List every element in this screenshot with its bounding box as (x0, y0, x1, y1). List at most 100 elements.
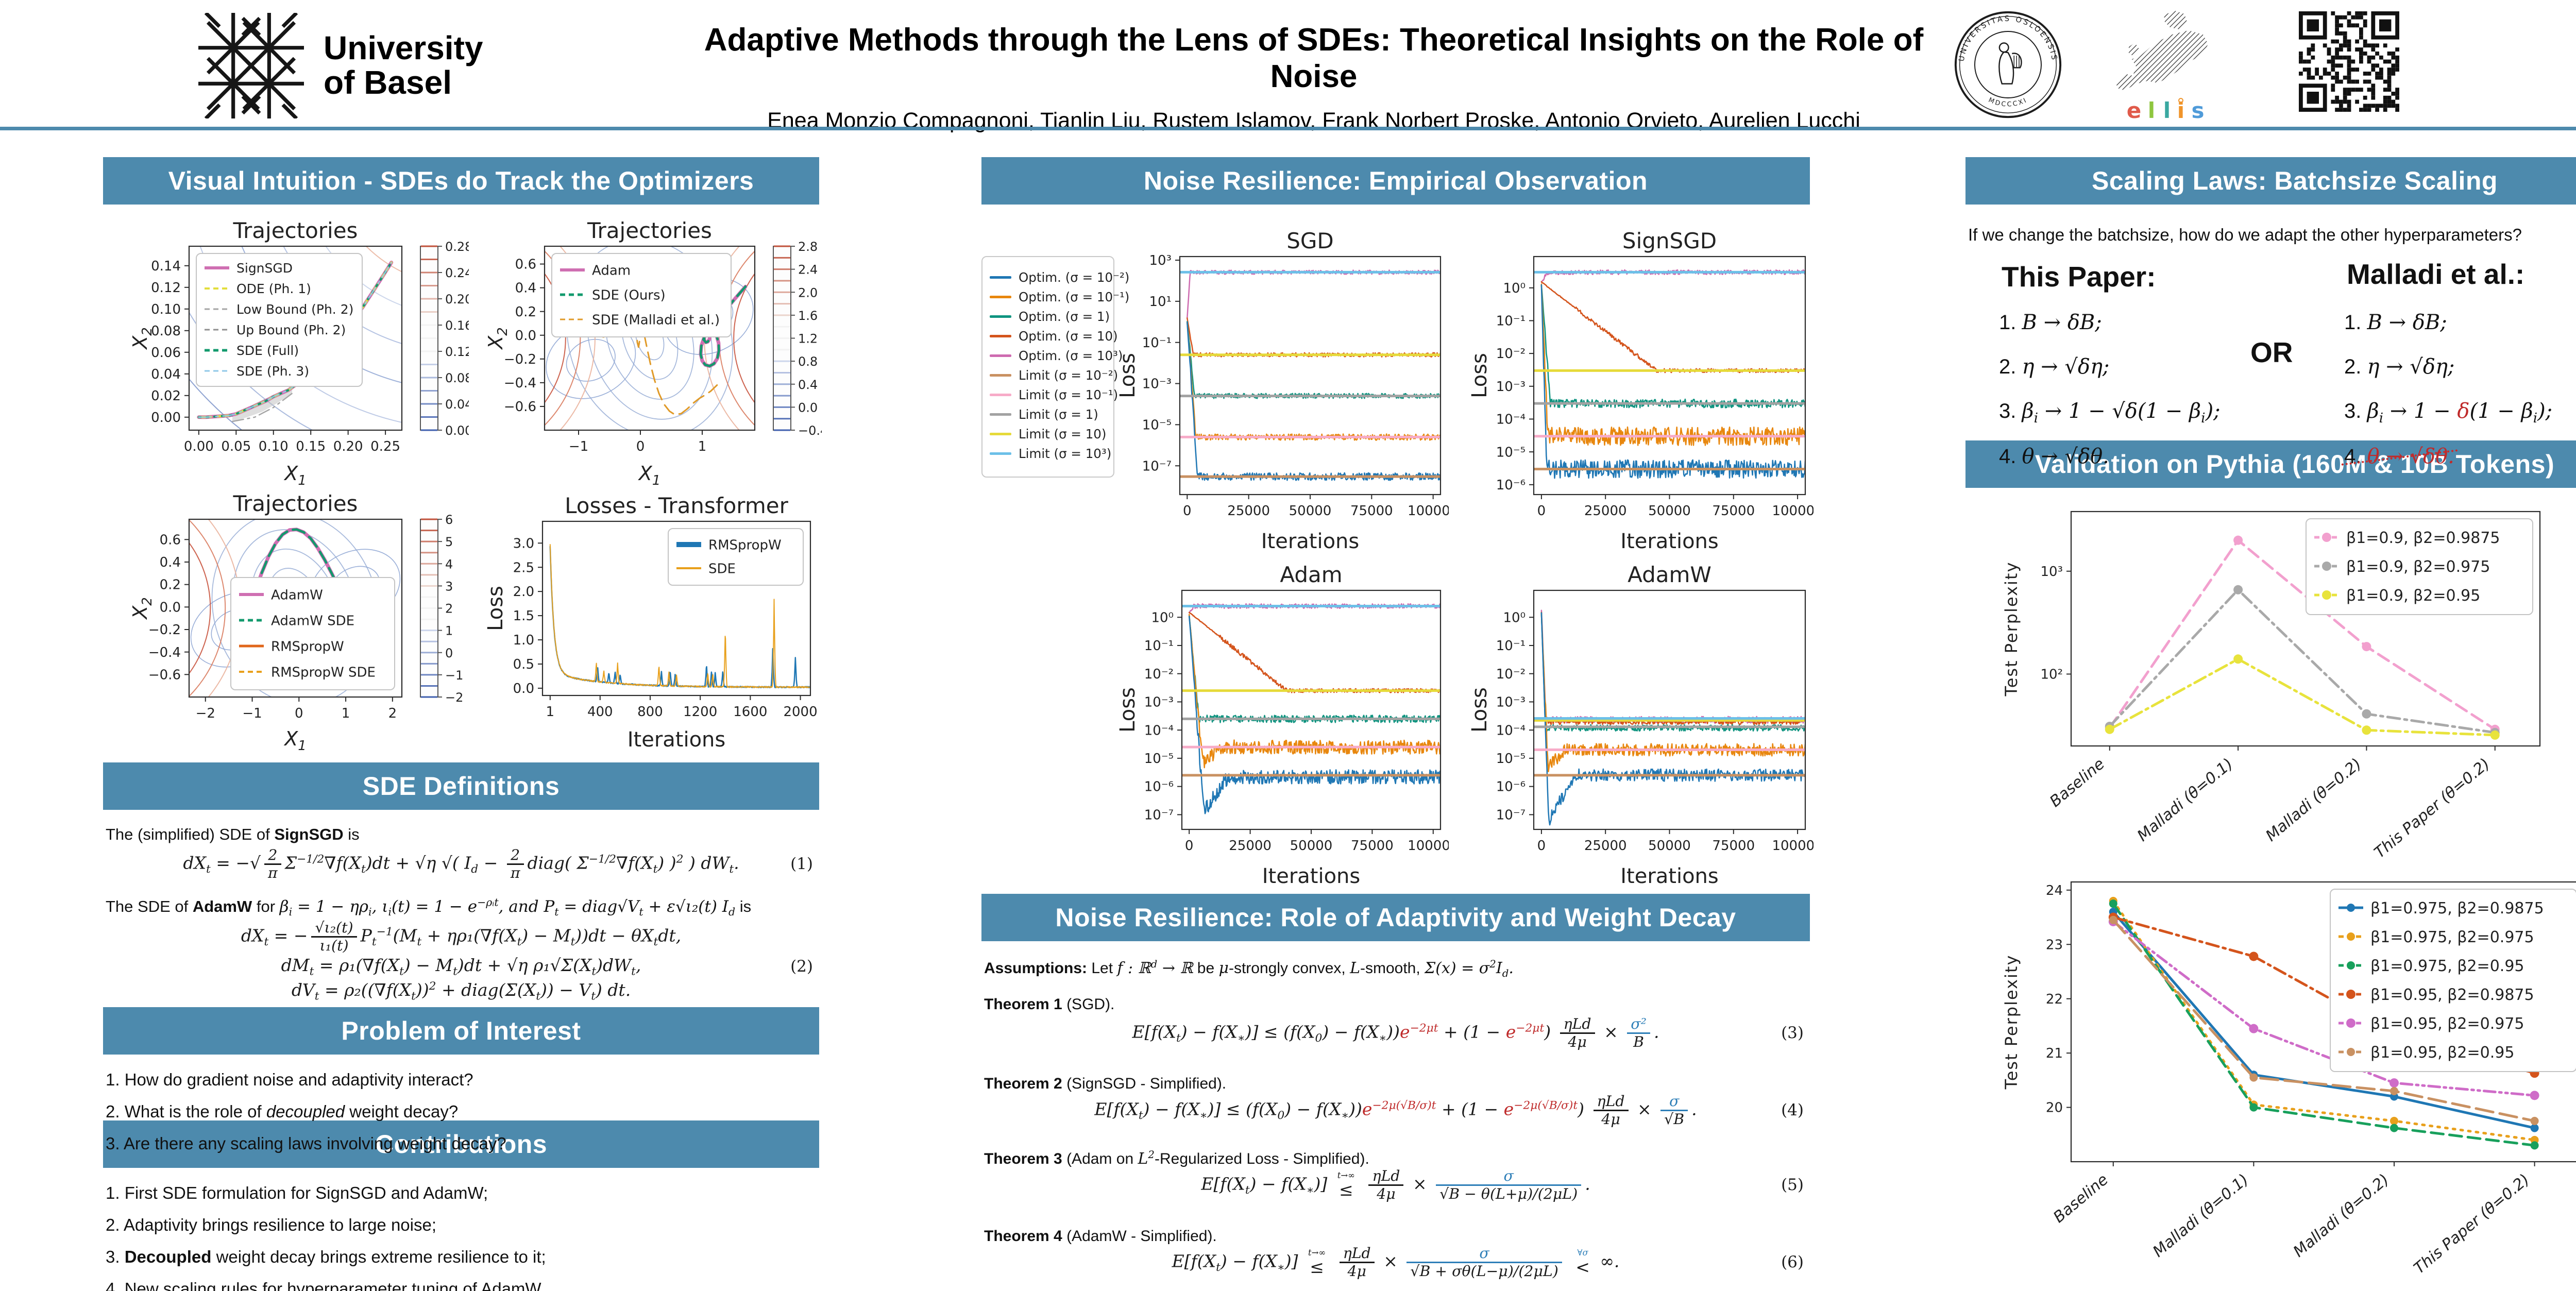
svg-text:−0.4: −0.4 (798, 423, 822, 438)
svg-text:10²: 10² (2040, 667, 2063, 683)
svg-text:100000: 100000 (1772, 838, 1814, 854)
section-sde-definitions: SDE Definitions (103, 762, 819, 810)
svg-text:−0.2: −0.2 (148, 622, 181, 638)
svg-text:0.16: 0.16 (445, 318, 469, 333)
svg-text:Adam: Adam (1280, 562, 1342, 587)
list-item: 2. What is the role of decoupled weight … (106, 1101, 459, 1121)
legend-item: Limit (σ = 10⁻²) (990, 368, 1118, 383)
svg-text:3: 3 (445, 579, 453, 593)
legend-item: Optim. (σ = 10) (990, 329, 1118, 344)
svg-text:100000: 100000 (1772, 503, 1814, 519)
svg-text:0.5: 0.5 (513, 657, 534, 672)
svg-text:0.15: 0.15 (296, 439, 326, 454)
section-noise-empirical: Noise Resilience: Empirical Observation (981, 157, 1810, 205)
svg-text:−1: −1 (569, 439, 588, 454)
legend-item: Optim. (σ = 10³) (990, 348, 1123, 363)
svg-text:Up Bound (Ph. 2): Up Bound (Ph. 2) (236, 322, 346, 337)
svg-text:50000: 50000 (1648, 838, 1691, 854)
svg-text:0.12: 0.12 (151, 280, 181, 296)
svg-text:75000: 75000 (1351, 838, 1394, 854)
svg-text:0.00: 0.00 (184, 439, 214, 454)
svg-text:Iterations: Iterations (1620, 864, 1719, 888)
svg-text:β1=0.95, β2=0.95: β1=0.95, β2=0.95 (2370, 1044, 2514, 1062)
svg-text:75000: 75000 (1712, 838, 1755, 854)
svg-text:−0.6: −0.6 (148, 667, 181, 683)
section-problem-title: Problem of Interest (341, 1016, 581, 1045)
svg-text:1600: 1600 (733, 704, 767, 720)
oslo-university-seal: UNIVERSITAS OSLOENSIS MDCCCXI (1953, 9, 2063, 120)
title-block: Adaptive Methods through the Lens of SDE… (696, 22, 1932, 133)
svg-text:1: 1 (546, 704, 555, 720)
svg-text:10⁻²: 10⁻² (1496, 667, 1526, 682)
svg-text:β1=0.975, β2=0.9875: β1=0.975, β2=0.9875 (2370, 899, 2544, 918)
svg-text:10⁻²: 10⁻² (1496, 346, 1526, 362)
svg-text:Malladi (θ=0.2): Malladi (θ=0.2) (2262, 755, 2365, 845)
svg-text:0.2: 0.2 (515, 304, 536, 320)
svg-text:10⁻⁴: 10⁻⁴ (1496, 412, 1526, 428)
svg-text:24: 24 (2046, 883, 2063, 898)
unibasel-mark-icon (198, 11, 304, 120)
svg-text:2000: 2000 (783, 704, 817, 720)
legend-item: Optim. (σ = 1) (990, 309, 1110, 324)
svg-text:10⁻⁶: 10⁻⁶ (1496, 779, 1526, 795)
theorem-2-label: Theorem 2 (SignSGD - Simplified). (984, 1075, 1227, 1092)
svg-text:10⁰: 10⁰ (1503, 610, 1526, 625)
svg-text:−2: −2 (445, 690, 463, 705)
theorem-3-label: Theorem 3 (Adam on L2-Regularized Loss -… (984, 1149, 1369, 1168)
svg-text:0.8: 0.8 (798, 354, 818, 369)
equation-6-number: (6) (1781, 1253, 1804, 1271)
poster-title: Adaptive Methods through the Lens of SDE… (704, 22, 1924, 94)
chart-sgd-loss: 0 25000 50000 75000 100000 10³ 10¹ 10⁻¹ 10⁻³ 10⁻⁵… (1116, 222, 1459, 556)
svg-text:Loss: Loss (487, 586, 507, 631)
sde-adamw-intro: The SDE of AdamW for βi = 1 − ηρi, ιi(t)… (106, 896, 752, 919)
section-scaling-laws: Scaling Laws: Batchsize Scaling (1965, 157, 2576, 205)
list-item: 2. Adaptivity brings resilience to large… (106, 1215, 437, 1234)
list-item: 1. First SDE formulation for SignSGD and… (106, 1183, 488, 1202)
svg-text:AdamW SDE: AdamW SDE (271, 613, 354, 628)
svg-text:0: 0 (1537, 503, 1546, 519)
legend-noise-sigma: Optim. (σ = 10⁻²) Optim. (σ = 10⁻¹) Optim.… (981, 256, 1129, 478)
svg-text:1.6: 1.6 (798, 309, 818, 323)
svg-text:25000: 25000 (1584, 503, 1627, 519)
svg-text:10⁻³: 10⁻³ (1496, 695, 1526, 710)
unibasel-line2: of Basel (324, 64, 452, 101)
svg-text:Low Bound (Ph. 2): Low Bound (Ph. 2) (236, 302, 353, 317)
svg-text:Trajectories: Trajectories (587, 218, 712, 243)
svg-text:21: 21 (2046, 1046, 2063, 1061)
svg-text:10³: 10³ (1149, 253, 1172, 268)
unibasel-logo-text: University of Basel (324, 31, 483, 99)
svg-text:0.4: 0.4 (798, 378, 818, 392)
section-contributions-title: Contributions (375, 1130, 548, 1159)
svg-text:0: 0 (295, 706, 303, 721)
svg-text:25000: 25000 (1584, 838, 1627, 854)
svg-text:SDE (Ph. 3): SDE (Ph. 3) (236, 364, 309, 379)
svg-text:2.5: 2.5 (513, 560, 534, 575)
section-sde-definitions-title: SDE Definitions (362, 772, 560, 801)
svg-text:−2: −2 (196, 706, 215, 721)
svg-text:0.00: 0.00 (445, 423, 469, 438)
equation-3-number: (3) (1781, 1024, 1804, 1042)
svg-text:10⁻⁷: 10⁻⁷ (1496, 807, 1526, 823)
svg-text:50000: 50000 (1290, 838, 1333, 854)
svg-text:1: 1 (342, 706, 350, 721)
svg-text:−0.6: −0.6 (504, 399, 536, 415)
svg-text:Test Perplexity: Test Perplexity (2002, 955, 2021, 1090)
svg-text:−1: −1 (445, 668, 463, 683)
svg-text:0.14: 0.14 (151, 259, 181, 274)
svg-text:SDE (Malladi et al.): SDE (Malladi et al.) (592, 312, 720, 328)
svg-text:−1: −1 (242, 706, 262, 721)
section-noise-theory: Noise Resilience: Role of Adaptivity and… (981, 894, 1810, 941)
svg-text:0.10: 0.10 (259, 439, 289, 454)
svg-text:10⁻³: 10⁻³ (1144, 695, 1174, 710)
this-paper-list: 1. B → δB; 2. η → √δη; 3. βi → 1 − √δ(1 − … (1999, 304, 2267, 482)
equation-2a: dXt = − √ι₂(t) ι₁(t) Pt−1(Mt + ηρ₁(∇f(Xt) −… (241, 919, 682, 954)
section-contributions: Contributions (103, 1120, 819, 1168)
section-problem-of-interest: Problem of Interest (103, 1007, 819, 1055)
svg-text:10⁰: 10⁰ (1503, 281, 1526, 296)
this-paper-heading: This Paper: (2002, 261, 2156, 293)
svg-text:SignSGD: SignSGD (1622, 228, 1717, 253)
malladi-heading: Malladi et al.: (2347, 258, 2525, 290)
svg-text:Losses - Transformer: Losses - Transformer (565, 493, 788, 518)
list-item: 2. η → √δη; (2344, 355, 2455, 379)
svg-text:SGD: SGD (1286, 228, 1334, 253)
